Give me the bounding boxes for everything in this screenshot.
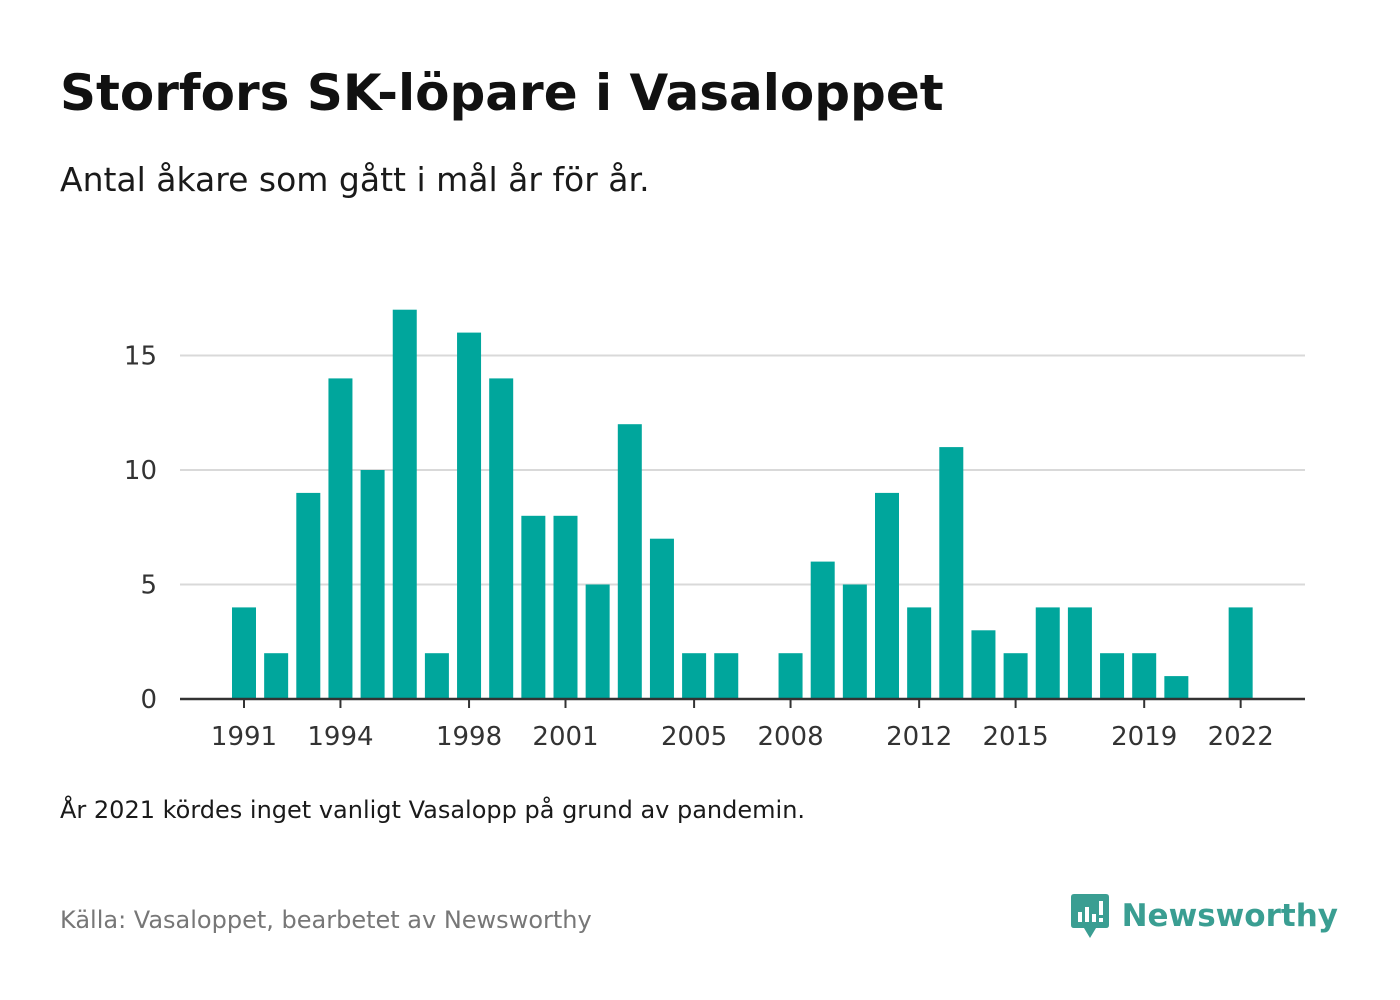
chart-subtitle: Antal åkare som gått i mål år för år. [60,160,650,199]
bar-2004 [649,538,674,699]
x-tick-label: 2022 [1208,722,1274,752]
x-tick-label: 2008 [757,722,823,752]
y-tick-label: 15 [124,342,157,372]
bar-1994 [328,378,353,699]
bar-1995 [360,470,385,699]
bar-1997 [424,653,449,699]
y-axis-ticks: 0 5 10 15 [124,342,157,716]
bar-2013 [939,447,964,699]
bar-2002 [585,584,610,699]
y-tick-label: 0 [140,685,157,715]
x-tick-label: 2005 [661,722,727,752]
x-tick-label: 1998 [436,722,502,752]
footnote: År 2021 kördes inget vanligt Vasalopp på… [60,796,806,824]
bar-2020 [1164,676,1189,699]
bar-2018 [1100,653,1125,699]
bar-2000 [521,515,546,699]
bar-1992 [264,653,289,699]
bar-1999 [489,378,514,699]
x-tick-label: 1994 [307,722,373,752]
x-tick-label: 1991 [211,722,277,752]
bar-1993 [296,492,321,699]
y-tick-label: 5 [140,571,157,601]
bar-2014 [971,630,996,699]
bar-2011 [875,492,899,699]
x-tick-label: 2001 [532,722,598,752]
bar-1996 [392,309,417,699]
bar-2015 [1003,653,1028,699]
chart-title: Storfors SK-löpare i Vasaloppet [60,64,944,122]
bar-2005 [682,653,707,699]
bar-2022 [1228,607,1253,699]
x-tick-label: 2012 [886,722,952,752]
brand-name: Newsworthy [1121,898,1338,934]
bar-2012 [907,607,932,699]
x-tick-label: 2019 [1111,722,1177,752]
bar-2006 [714,653,739,699]
source-text: Källa: Vasaloppet, bearbetet av Newswort… [60,906,592,934]
bar-2016 [1035,607,1060,699]
bar-1991 [232,607,256,699]
newsworthy-logo-icon [1070,894,1109,938]
brand-logo: Newsworthy [1070,892,1338,940]
bar-2003 [617,424,642,699]
bar-2009 [810,561,835,699]
bar-2017 [1067,607,1092,699]
bar-2019 [1132,653,1157,699]
y-tick-label: 10 [124,456,157,486]
bar-2010 [842,584,867,699]
bars [232,309,1253,699]
bar-2008 [778,653,803,699]
bar-2001 [553,515,578,699]
x-tick-label: 2015 [983,722,1049,752]
bar-1998 [457,332,482,699]
x-axis-ticks: 1991 1994 1998 2001 2005 2008 2012 2015 2019 2022 [211,699,1274,752]
